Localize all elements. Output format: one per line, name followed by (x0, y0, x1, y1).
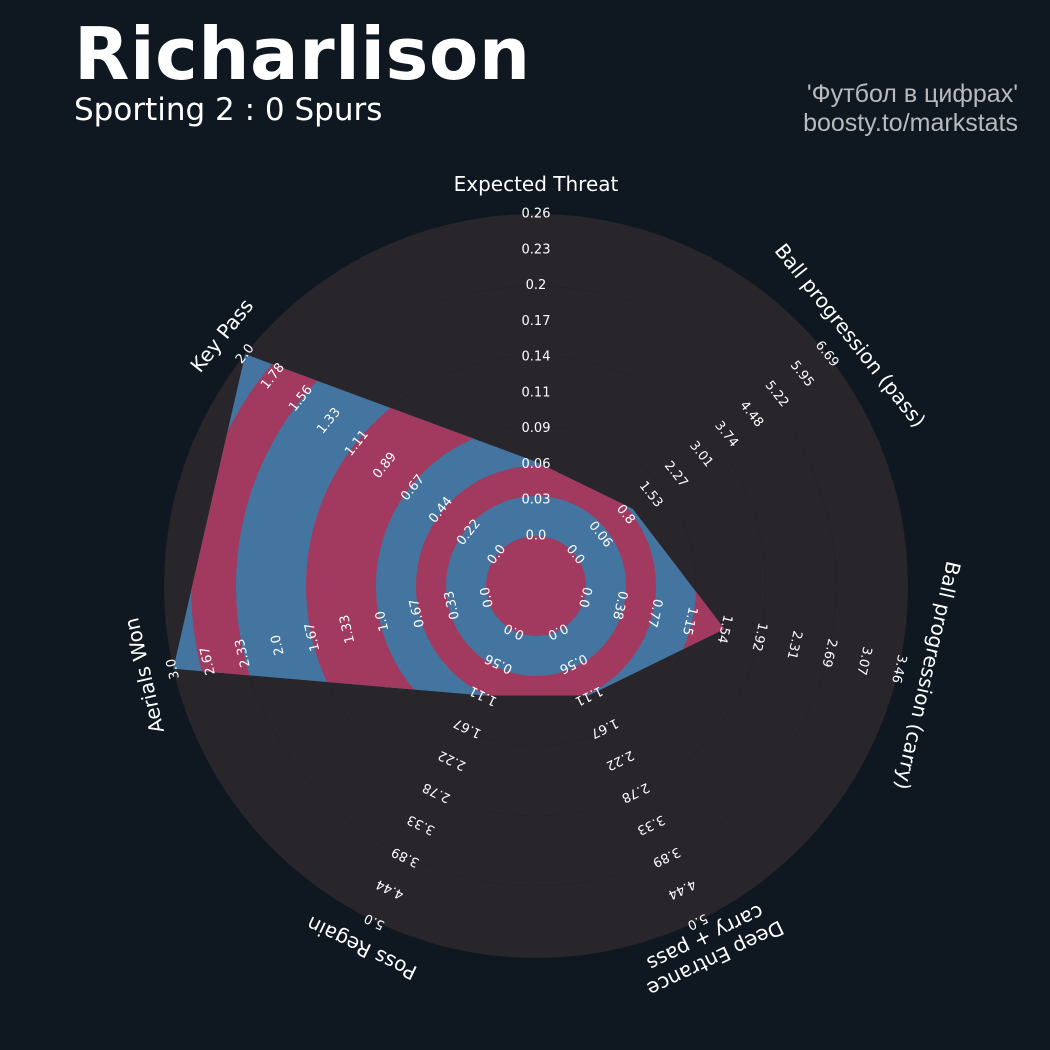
tick-label: 0.0 (478, 585, 497, 609)
player-name-title: Richarlison (74, 12, 531, 96)
tick-label: 0.06 (522, 457, 551, 472)
tick-label: 0.03 (522, 493, 551, 508)
tick-label: 3.46 (888, 653, 909, 685)
tick-label: 3.07 (853, 645, 874, 677)
credit-line-url: boosty.to/markstats (803, 109, 1018, 137)
tick-label: 0.0 (575, 585, 594, 609)
tick-label: 2.67 (198, 645, 219, 677)
tick-label: 0.38 (609, 589, 630, 621)
tick-label: 2.0 (268, 633, 287, 657)
tick-label: 1.33 (337, 613, 358, 645)
tick-label: 0.26 (522, 207, 551, 222)
tick-label: 0.14 (522, 350, 551, 365)
tick-label: 1.67 (302, 621, 323, 653)
tick-label: 2.31 (783, 629, 804, 661)
tick-label: 0.2 (526, 278, 547, 293)
tick-label: 2.33 (233, 637, 254, 669)
tick-label: 0.77 (644, 597, 665, 629)
axis-label-1: Expected Threat (454, 172, 619, 196)
tick-label: 2.69 (818, 637, 839, 669)
tick-label: 1.54 (714, 613, 735, 645)
tick-label: 0.17 (522, 314, 551, 329)
tick-label: 1.15 (679, 605, 700, 637)
tick-label: 0.33 (442, 589, 463, 621)
credit-line-channel: 'Футбол в цифрах' (806, 80, 1018, 108)
tick-label: 3.0 (164, 657, 183, 681)
tick-label: 0.0 (526, 529, 547, 544)
tick-label: 1.92 (749, 621, 770, 653)
tick-label: 1.0 (373, 609, 392, 633)
match-subtitle: Sporting 2 : 0 Spurs (74, 92, 383, 128)
tick-label: 0.11 (522, 385, 551, 400)
center-disc (486, 536, 586, 636)
tick-label: 0.09 (522, 421, 551, 436)
credit-block: 'Футбол в цифрах' boosty.to/markstats (803, 80, 1018, 138)
tick-label: 0.67 (407, 597, 428, 629)
axis-label-6: Aerials Won (119, 616, 169, 736)
tick-label: 0.23 (522, 242, 551, 257)
